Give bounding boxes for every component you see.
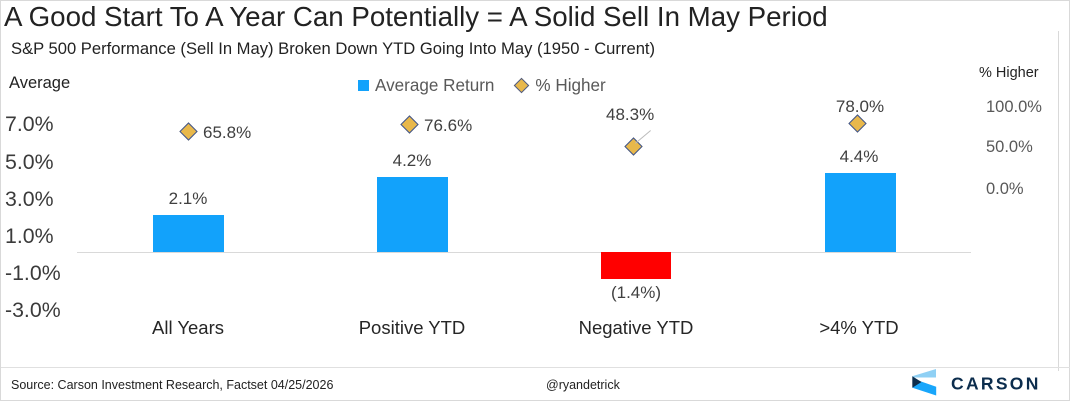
svg-text:CARSON: CARSON — [951, 374, 1041, 394]
